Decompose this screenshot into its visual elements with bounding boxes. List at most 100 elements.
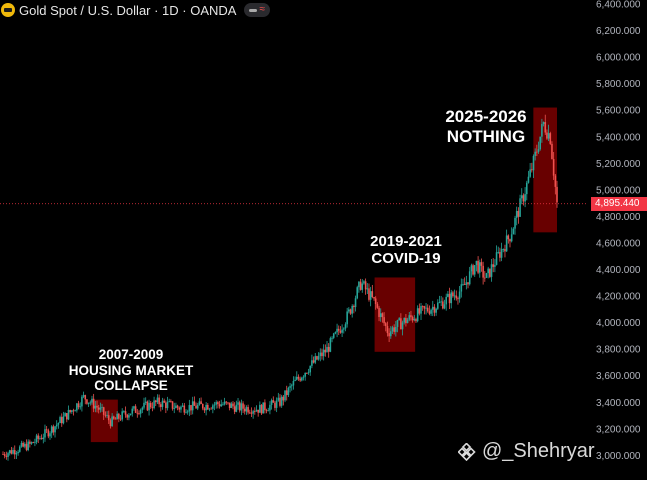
annotation-housing: 2007-2009 HOUSING MARKET COLLAPSE [66, 347, 196, 394]
candle-body [178, 407, 181, 410]
candle-body [421, 306, 424, 307]
candle-body [171, 401, 174, 409]
candle-body [59, 417, 61, 424]
candle-body [494, 264, 496, 267]
candle-body [22, 442, 24, 447]
candle-body [269, 404, 271, 411]
candle-body [292, 380, 295, 386]
candle-body [230, 403, 233, 408]
candle-body [54, 426, 56, 433]
candle-body [430, 309, 432, 314]
candle-body [415, 319, 417, 322]
candle-body [24, 443, 26, 447]
candle-body [384, 323, 387, 327]
candle-body [551, 143, 553, 160]
candle-body [398, 318, 400, 320]
candle-body [76, 403, 78, 411]
candle-body [82, 395, 85, 397]
visibility-toggle[interactable]: ≈ [244, 3, 270, 17]
candle-body [287, 387, 290, 396]
candle-body [151, 407, 154, 408]
candle-body [27, 441, 29, 451]
candle-body [448, 293, 451, 304]
candle-body [525, 182, 528, 195]
candle-body [264, 402, 266, 411]
candle-body [212, 405, 214, 409]
symbol-header[interactable]: Gold Spot / U.S. Dollar · 1D · OANDA ≈ [0, 0, 270, 20]
candle-body [143, 402, 145, 408]
candle-body [353, 305, 355, 308]
candle-body [497, 251, 500, 253]
candle-body [317, 356, 320, 360]
candle-body [327, 346, 330, 352]
candle-body [116, 413, 118, 420]
candle-body [25, 443, 28, 451]
candle-body [8, 450, 11, 454]
candle-body [111, 416, 113, 427]
candle-body [5, 455, 8, 457]
candle-body [514, 217, 516, 229]
candle-body [438, 302, 441, 303]
candle-body [426, 307, 429, 312]
candle-body [517, 210, 520, 217]
candle-body [510, 234, 513, 242]
candle-body [149, 402, 152, 408]
candle-body [302, 376, 305, 378]
candle-body [475, 260, 478, 266]
candle-body [113, 416, 115, 419]
y-tick-label: 3,000.000 [596, 451, 641, 462]
candle-body [17, 451, 19, 454]
candle-body [369, 291, 372, 300]
candle-body [470, 265, 473, 272]
candle-body [175, 405, 177, 409]
candle-body [242, 403, 244, 409]
y-tick-label: 6,400.000 [596, 0, 641, 11]
candle-body [306, 372, 308, 374]
candle-body [465, 282, 468, 285]
candle-body [500, 249, 503, 258]
y-tick-label: 4,400.000 [596, 265, 641, 276]
candle-body [34, 442, 36, 443]
candle-body [267, 410, 270, 412]
candle-body [126, 414, 129, 418]
candle-body [312, 360, 315, 363]
candle-body [92, 398, 95, 409]
candle-body [442, 301, 444, 309]
candle-body [433, 306, 436, 313]
candle-body [62, 416, 65, 424]
alert-icon: ≈ [259, 4, 265, 15]
candle-body [485, 273, 488, 278]
y-tick-label: 5,000.000 [596, 185, 641, 196]
candle-body [542, 122, 545, 125]
candle-body [114, 418, 117, 420]
candle-body [185, 412, 187, 414]
y-tick-label: 4,200.000 [596, 292, 641, 303]
candle-body [423, 306, 426, 309]
candle-body [331, 337, 333, 339]
candle-body [139, 409, 142, 414]
candle-body [522, 195, 525, 202]
candle-body [191, 401, 194, 411]
y-tick-label: 3,200.000 [596, 424, 641, 435]
y-tick-label: 3,400.000 [596, 398, 641, 409]
candle-body [388, 333, 390, 337]
candle-body [537, 149, 540, 152]
diamond-logo-icon [458, 442, 476, 461]
candle-body [254, 411, 256, 412]
candle-body [319, 352, 322, 357]
candle-body [339, 330, 342, 333]
candle-body [336, 328, 338, 333]
candle-body [208, 408, 211, 410]
candle-body [304, 372, 306, 377]
candle-body [520, 195, 523, 199]
candle-body [74, 410, 76, 412]
candle-body [307, 372, 310, 374]
candle-body [445, 296, 447, 305]
candle-body [32, 442, 35, 443]
candle-body [144, 401, 147, 403]
candle-body [207, 404, 209, 410]
candle-body [72, 410, 75, 412]
candle-body [324, 349, 327, 353]
candle-body [44, 429, 46, 438]
